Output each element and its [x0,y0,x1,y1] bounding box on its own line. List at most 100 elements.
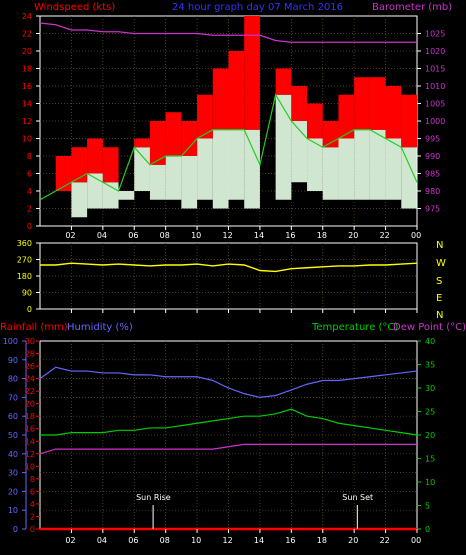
y2-tick-label: 990 [425,152,440,161]
x-tick-label: 14 [254,536,264,545]
wind-average-line [39,93,418,201]
windspeed-max-bar [401,94,417,148]
x-tick-label: 10 [191,231,201,240]
sunrise-label: Sun Rise [136,493,171,502]
humidity-tick-label: 70 [8,393,18,402]
humidity-tick-label: 10 [8,506,18,515]
x-tick-label: 02 [65,536,75,545]
x-tick-label: 20 [348,536,358,545]
y2-tick-label: 1005 [425,100,445,109]
windspeed-max-bar [307,103,323,139]
climate-grid [40,341,417,529]
wind-axes: 0246810121416182022249759809859909951000… [22,12,446,240]
x-tick-label: 04 [97,231,107,240]
gust-range-bar [71,182,88,218]
y-tick-label: 4 [27,187,32,196]
wind-series [39,16,418,218]
humidity-tick-label: 50 [8,431,18,440]
x-tick-label: 00 [411,231,421,240]
windspeed-max-bar [165,112,182,156]
y2-tick-label: 1000 [425,117,445,126]
compass-s: S [436,276,442,287]
x-tick-label: 06 [128,536,138,545]
gust-range-bar [322,147,339,200]
y-tick-label: 360 [17,239,32,248]
y-tick-label: 18 [22,65,32,74]
gust-range-bar [228,129,245,200]
rainfall-tick-label: 8 [30,475,35,484]
windspeed-max-bar [291,86,308,121]
windspeed-max-bar [354,77,370,130]
x-tick-label: 20 [348,231,358,240]
windspeed-max-bar [338,94,355,139]
compass-n-top: N [436,240,443,251]
humidity-tick-label: 40 [8,450,18,459]
y-tick-label: 180 [17,272,32,281]
humidity-tick-label: 0 [13,525,18,534]
direction-series [40,262,418,273]
barometer-axis-title: Barometer (mb) [372,2,452,13]
humidity-tick-label: 80 [8,375,18,384]
temperature-tick-label: 25 [425,408,435,417]
y-tick-label: 16 [22,82,32,91]
temperature-tick-label: 40 [425,337,435,346]
rainfall-tick-label: 24 [25,375,35,384]
gust-range-bar [385,138,402,200]
x-tick-label: 18 [317,231,327,240]
gust-range-bar [87,173,103,209]
x-tick-label: 22 [380,536,390,545]
y-tick-label: 24 [22,12,32,21]
y2-tick-label: 975 [425,205,440,214]
y-tick-label: 6 [27,170,32,179]
windspeed-max-bar [87,138,103,174]
x-tick-label: 08 [160,536,170,545]
gust-range-bar [149,164,166,200]
x-tick-label: 06 [128,231,138,240]
gust-range-bar [307,138,323,191]
humidity-tick-label: 90 [8,356,18,365]
gust-range-bar [275,94,292,200]
x-tick-label: 22 [380,231,390,240]
gust-range-bar [244,129,260,209]
wind-direction-line [40,262,418,273]
compass-e: E [436,293,442,304]
temperature-tick-label: 10 [425,478,435,487]
y-tick-label: 12 [22,117,32,126]
windspeed-max-bar [134,138,150,148]
temperature-axis-title: Temperature (°C) [311,322,398,333]
gust-range-bar [401,147,417,209]
y-tick-label: 22 [22,30,32,39]
x-tick-label: 04 [97,536,107,545]
temperature-line [40,408,418,436]
graph-title: 24 hour graph day 07 March 2016 [172,2,343,13]
gust-range-bar [338,138,355,200]
windspeed-max-bar [385,86,402,139]
gust-range-bar [354,129,370,200]
y2-tick-label: 1010 [425,82,445,91]
rainfall-tick-label: 2 [30,512,35,521]
direction-grid [40,243,417,309]
x-tick-label: 12 [223,231,233,240]
y2-tick-label: 1025 [425,30,445,39]
humidity-tick-label: 30 [8,469,18,478]
temperature-tick-label: 5 [425,502,430,511]
compass-w: W [436,258,446,269]
humidity-tick-label: 20 [8,487,18,496]
y-tick-label: 270 [17,256,32,265]
windspeed-max-bar [369,77,386,130]
x-tick-label: 08 [160,231,170,240]
x-tick-label: 10 [191,536,201,545]
y-tick-label: 20 [22,47,32,56]
y2-tick-label: 985 [425,170,440,179]
humidity-line [39,366,418,399]
rainfall-tick-label: 28 [25,350,35,359]
compass-n-bottom: N [436,310,443,321]
rainfall-tick-label: 6 [30,487,35,496]
rainfall-tick-label: 18 [25,412,35,421]
rainfall-tick-label: 12 [25,450,35,459]
gust-range-bar [118,191,135,200]
x-tick-label: 00 [411,536,421,545]
sunset-label: Sun Set [342,493,373,502]
